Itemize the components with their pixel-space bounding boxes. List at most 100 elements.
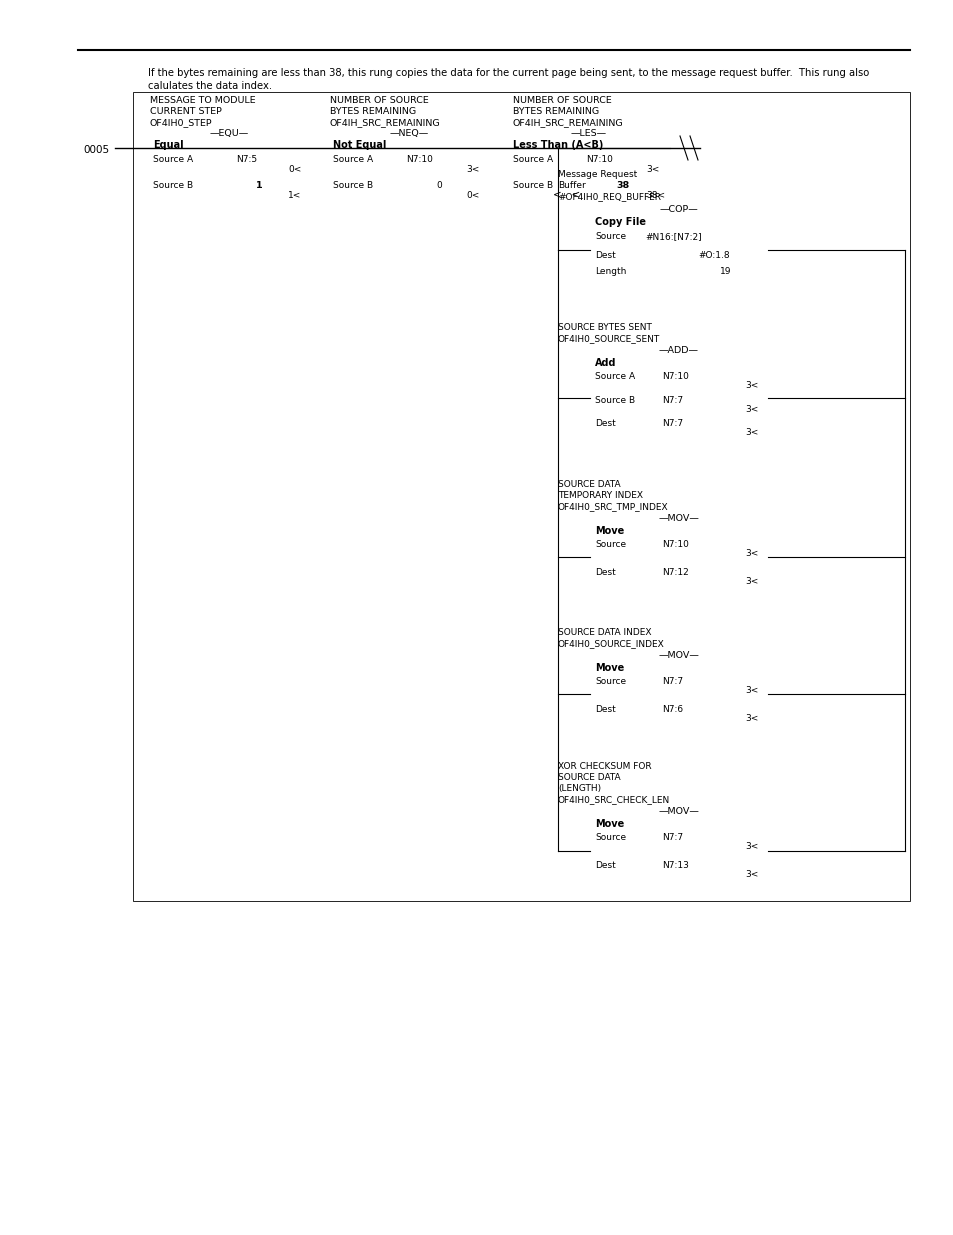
Text: Source B: Source B xyxy=(513,182,553,190)
Text: 0<: 0< xyxy=(465,191,478,200)
Bar xyxy=(589,204,767,296)
Text: 3<: 3< xyxy=(744,405,758,414)
Text: <   <: < < xyxy=(553,190,579,200)
Text: Source A: Source A xyxy=(595,372,635,382)
Text: N7:10: N7:10 xyxy=(585,156,612,164)
Bar xyxy=(589,806,767,897)
Text: Dest: Dest xyxy=(595,251,615,261)
Text: Length: Length xyxy=(595,267,626,275)
Text: 0005: 0005 xyxy=(83,144,109,156)
Text: Source A: Source A xyxy=(513,156,553,164)
Text: 38: 38 xyxy=(616,182,629,190)
Text: 3<: 3< xyxy=(645,165,659,174)
Text: N7:10: N7:10 xyxy=(406,156,433,164)
Text: N7:6: N7:6 xyxy=(661,705,682,714)
Text: —ADD—: —ADD— xyxy=(659,346,699,354)
Text: 3<: 3< xyxy=(744,550,758,558)
Text: Dest: Dest xyxy=(595,419,615,429)
Text: Source B: Source B xyxy=(152,182,193,190)
Text: N7:13: N7:13 xyxy=(661,861,688,869)
Text: Source B: Source B xyxy=(595,396,635,405)
Text: SOURCE DATA INDEX: SOURCE DATA INDEX xyxy=(558,629,651,637)
Text: —MOV—: —MOV— xyxy=(658,651,699,659)
Text: Dest: Dest xyxy=(595,568,615,577)
Text: If the bytes remaining are less than 38, this rung copies the data for the curre: If the bytes remaining are less than 38,… xyxy=(148,68,868,78)
Text: BYTES REMAINING: BYTES REMAINING xyxy=(513,107,598,116)
Text: Source B: Source B xyxy=(333,182,373,190)
Text: Copy File: Copy File xyxy=(595,217,645,227)
Text: N7:5: N7:5 xyxy=(235,156,257,164)
Text: SOURCE BYTES SENT: SOURCE BYTES SENT xyxy=(558,324,651,332)
Bar xyxy=(589,345,767,450)
Text: #N16:[N7:2]: #N16:[N7:2] xyxy=(644,232,700,241)
Text: Not Equal: Not Equal xyxy=(333,140,386,149)
Text: Source: Source xyxy=(595,232,625,241)
Text: NUMBER OF SOURCE: NUMBER OF SOURCE xyxy=(330,96,428,105)
Bar xyxy=(328,128,490,225)
Text: OF4IH_SRC_REMAINING: OF4IH_SRC_REMAINING xyxy=(513,119,623,127)
Text: 0<: 0< xyxy=(288,165,301,174)
Text: #OF4IH0_REQ_BUFFER: #OF4IH0_REQ_BUFFER xyxy=(558,191,660,201)
Text: —COP—: —COP— xyxy=(659,205,698,214)
Text: N7:10: N7:10 xyxy=(661,372,688,382)
Text: —MOV—: —MOV— xyxy=(658,806,699,816)
Bar xyxy=(589,513,767,601)
Text: SOURCE DATA: SOURCE DATA xyxy=(558,773,620,782)
Text: (LENGTH): (LENGTH) xyxy=(558,784,600,793)
Text: —MOV—: —MOV— xyxy=(658,514,699,522)
Text: OF4IH0_SRC_TMP_INDEX: OF4IH0_SRC_TMP_INDEX xyxy=(558,501,668,511)
Text: SOURCE DATA: SOURCE DATA xyxy=(558,480,620,489)
Text: 3<: 3< xyxy=(744,685,758,695)
Text: OF4IH0_SOURCE_INDEX: OF4IH0_SOURCE_INDEX xyxy=(558,638,664,648)
Bar xyxy=(132,91,909,902)
Text: NUMBER OF SOURCE: NUMBER OF SOURCE xyxy=(513,96,611,105)
Text: N7:7: N7:7 xyxy=(661,419,682,429)
Text: #O:1.8: #O:1.8 xyxy=(698,251,729,261)
Text: Equal: Equal xyxy=(152,140,183,149)
Text: Buffer: Buffer xyxy=(558,182,585,190)
Text: Move: Move xyxy=(595,819,623,829)
Text: 19: 19 xyxy=(720,267,731,275)
Text: 3<: 3< xyxy=(744,869,758,879)
Text: TEMPORARY INDEX: TEMPORARY INDEX xyxy=(558,492,642,500)
Text: N7:10: N7:10 xyxy=(661,540,688,550)
Text: —LES—: —LES— xyxy=(570,128,606,138)
Text: —EQU—: —EQU— xyxy=(209,128,249,138)
Text: 3<: 3< xyxy=(744,714,758,722)
Text: 0: 0 xyxy=(436,182,441,190)
Text: N7:12: N7:12 xyxy=(661,568,688,577)
Text: N7:7: N7:7 xyxy=(661,677,682,685)
Text: OF4IH0_STEP: OF4IH0_STEP xyxy=(150,119,213,127)
Text: Dest: Dest xyxy=(595,705,615,714)
Text: BYTES REMAINING: BYTES REMAINING xyxy=(330,107,416,116)
Text: 1<: 1< xyxy=(288,191,301,200)
Text: N7:7: N7:7 xyxy=(661,832,682,842)
Text: —NEQ—: —NEQ— xyxy=(389,128,428,138)
Bar xyxy=(589,650,767,739)
Text: Less Than (A<B): Less Than (A<B) xyxy=(513,140,602,149)
Bar xyxy=(148,128,310,225)
Text: Message Request: Message Request xyxy=(558,170,637,179)
Text: Add: Add xyxy=(595,358,616,368)
Text: Source: Source xyxy=(595,677,625,685)
Text: Dest: Dest xyxy=(595,861,615,869)
Text: calulates the data index.: calulates the data index. xyxy=(148,82,272,91)
Text: Source A: Source A xyxy=(333,156,373,164)
Text: OF4IH_SRC_REMAINING: OF4IH_SRC_REMAINING xyxy=(330,119,440,127)
Text: Source A: Source A xyxy=(152,156,193,164)
Text: N7:7: N7:7 xyxy=(661,396,682,405)
Text: Source: Source xyxy=(595,832,625,842)
Text: Move: Move xyxy=(595,526,623,536)
Text: 3<: 3< xyxy=(744,842,758,851)
Text: Move: Move xyxy=(595,663,623,673)
Text: OF4IH0_SOURCE_SENT: OF4IH0_SOURCE_SENT xyxy=(558,333,659,343)
Text: 38<: 38< xyxy=(645,191,664,200)
Text: Source: Source xyxy=(595,540,625,550)
Text: 3<: 3< xyxy=(744,429,758,437)
Text: 3<: 3< xyxy=(744,382,758,390)
Text: 3<: 3< xyxy=(744,577,758,585)
Bar xyxy=(507,128,669,225)
Text: 1: 1 xyxy=(255,182,262,190)
Text: MESSAGE TO MODULE: MESSAGE TO MODULE xyxy=(150,96,255,105)
Text: CURRENT STEP: CURRENT STEP xyxy=(150,107,222,116)
